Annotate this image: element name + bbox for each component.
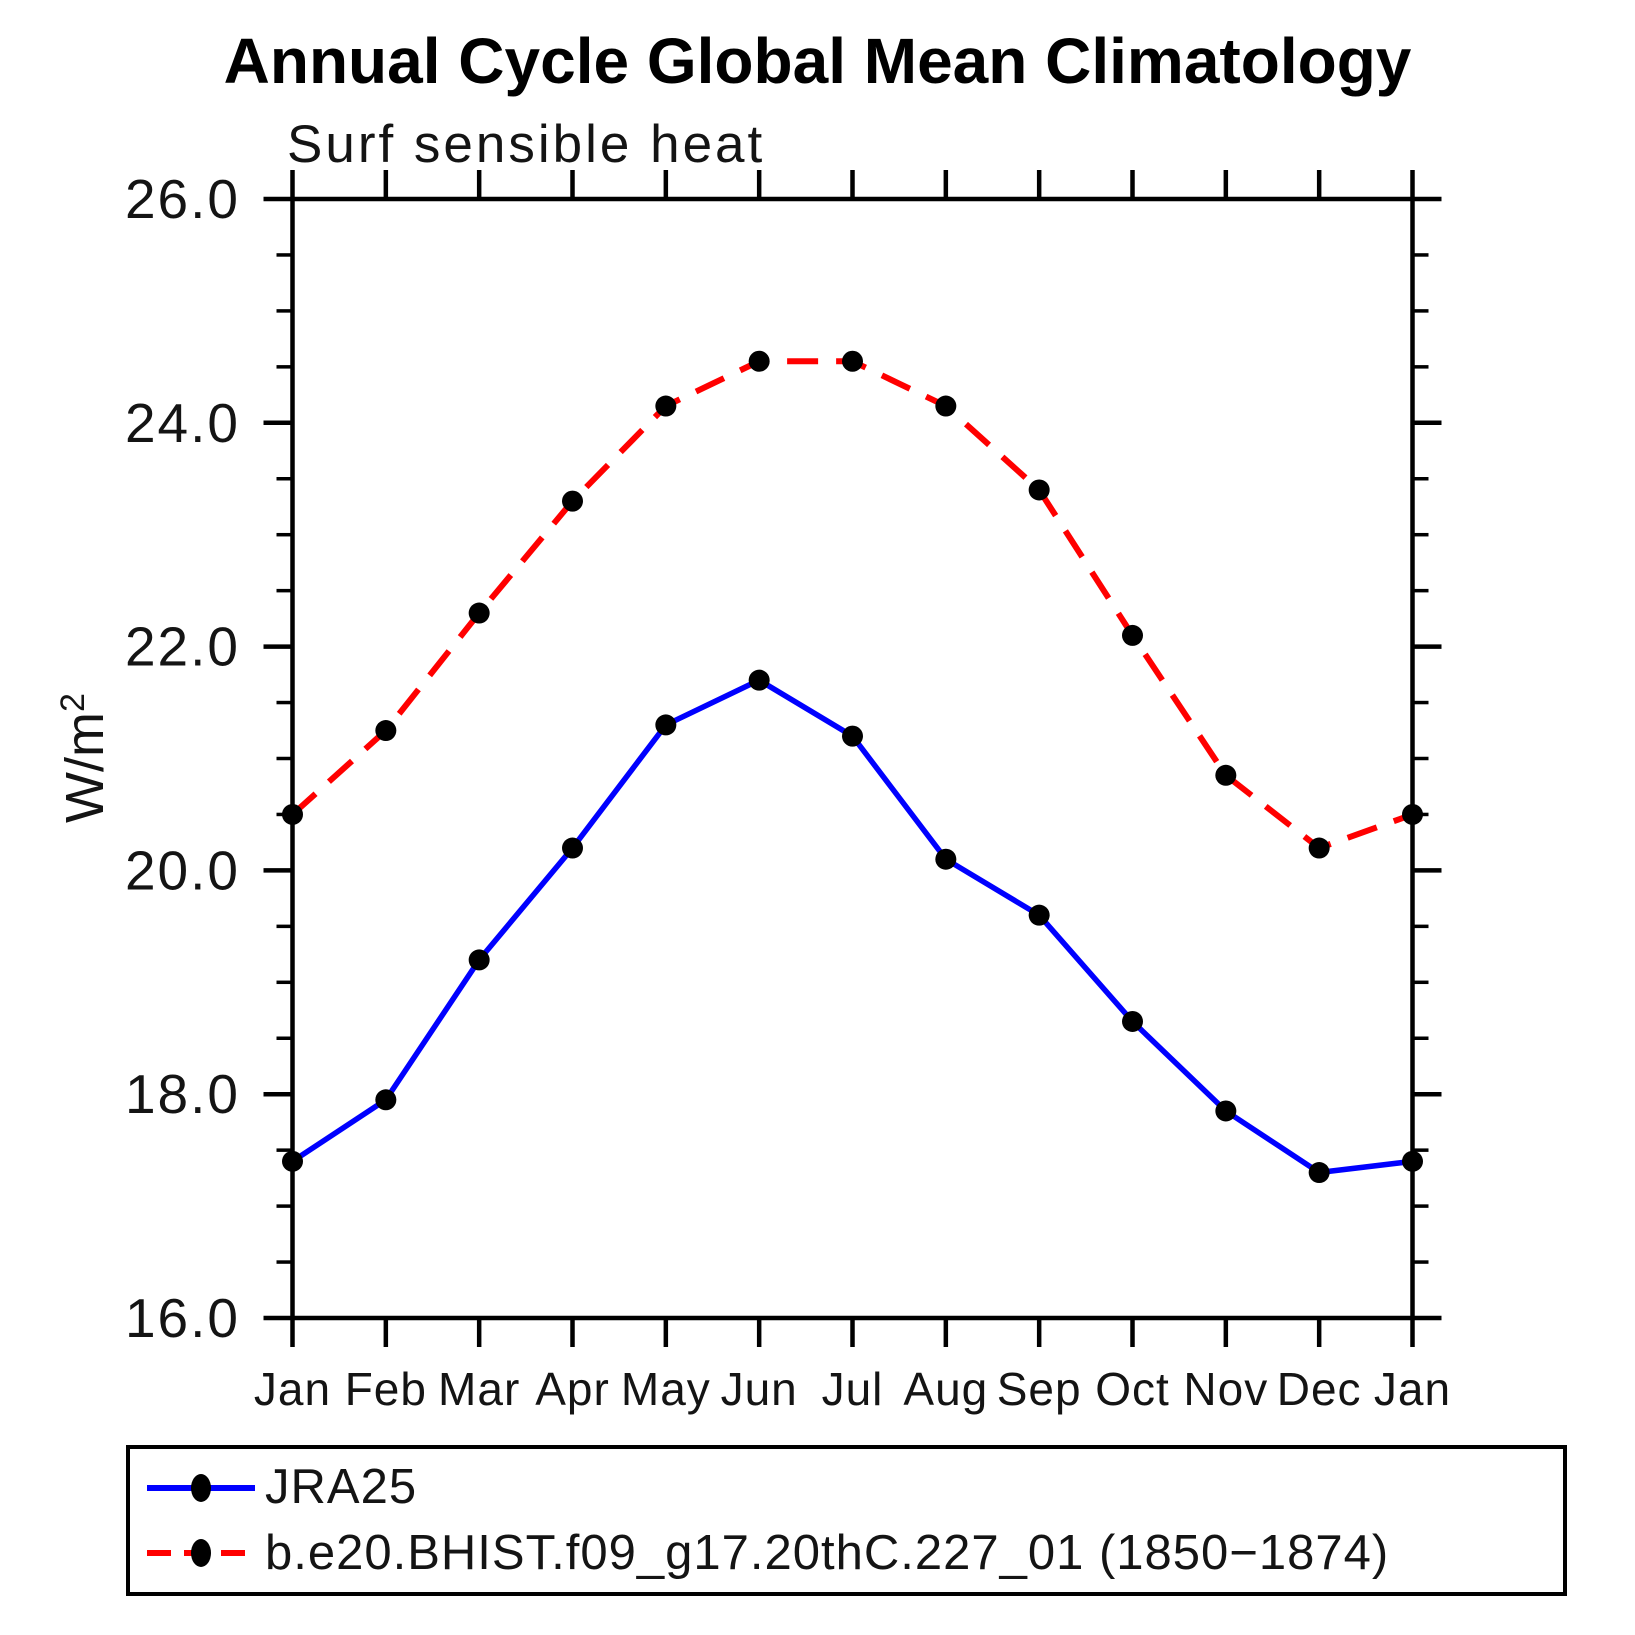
data-point: [1402, 1150, 1423, 1172]
data-point: [1122, 1010, 1143, 1032]
x-axis-ticks: [290, 170, 1415, 1347]
data-point: [468, 602, 490, 624]
series-model: [282, 350, 1423, 859]
data-point: [468, 949, 490, 971]
data-point: [935, 848, 957, 870]
data-point: [562, 490, 583, 512]
x-tick-label: May: [621, 1363, 711, 1415]
data-point: [1122, 624, 1143, 646]
data-point: [1028, 904, 1050, 926]
data-point: [282, 803, 303, 825]
data-point: [655, 714, 677, 736]
y-axis-title-base: W/m: [55, 711, 115, 823]
y-axis-title: W/m2: [54, 693, 116, 823]
data-point: [375, 720, 397, 742]
data-point: [562, 837, 583, 859]
data-point: [748, 669, 770, 691]
data-point: [935, 395, 957, 417]
y-tick-label: 26.0: [125, 168, 240, 230]
legend-swatch-solid-line: [147, 1473, 255, 1502]
data-point: [655, 395, 677, 417]
legend-item-jra25: JRA25: [144, 1463, 1563, 1512]
x-tick-label: Feb: [345, 1363, 427, 1415]
x-tick-label: Sep: [997, 1363, 1082, 1415]
y-tick-label: 22.0: [125, 616, 240, 678]
legend-label-jra25: JRA25: [265, 1460, 418, 1515]
x-tick-label: Aug: [903, 1363, 988, 1415]
data-point: [748, 350, 770, 372]
data-point: [1215, 764, 1237, 786]
legend-swatch-dashed-line: [147, 1539, 255, 1568]
legend-marker-dot: [191, 1539, 211, 1568]
data-point: [375, 1089, 397, 1111]
data-point: [842, 725, 863, 747]
data-point: [282, 1150, 303, 1172]
data-point: [842, 350, 863, 372]
chart-subtitle: Surf sensible heat: [287, 115, 766, 174]
x-tick-label: Mar: [438, 1363, 520, 1415]
data-point: [1028, 479, 1050, 501]
y-tick-label: 18.0: [125, 1063, 240, 1125]
x-tick-label: Oct: [1095, 1363, 1170, 1415]
series-jra25: [282, 669, 1423, 1184]
x-tick-label: Jan: [1374, 1363, 1451, 1415]
series-line: [290, 677, 1413, 1176]
x-tick-label: Jan: [254, 1363, 331, 1415]
x-tick-label: Jun: [721, 1363, 798, 1415]
y-tick-label: 20.0: [125, 839, 240, 901]
x-tick-label: Jul: [822, 1363, 884, 1415]
data-point: [1308, 837, 1330, 859]
legend: JRA25 b.e20.BHIST.f09_g17.20thC.227_01 (…: [126, 1445, 1567, 1596]
x-tick-label: Dec: [1277, 1363, 1362, 1415]
legend-item-model: b.e20.BHIST.f09_g17.20thC.227_01 (1850−1…: [144, 1525, 1563, 1580]
y-axis-ticks: 16.0 18.0 20.0 22.0 24.0 26.0: [125, 168, 1442, 1349]
x-tick-label: Apr: [535, 1363, 610, 1415]
x-axis-labels: Jan Feb Mar Apr May Jun Jul Aug Sep Oct Nov Dec Jan: [254, 1363, 1451, 1415]
data-point: [1308, 1162, 1330, 1184]
x-tick-label: Nov: [1183, 1363, 1268, 1415]
series-line: [290, 358, 1414, 852]
y-axis-title-exponent: 2: [54, 693, 92, 712]
chart-title: Annual Cycle Global Mean Climatology: [223, 25, 1412, 97]
data-point: [1402, 803, 1423, 825]
data-point: [1215, 1100, 1237, 1122]
legend-label-model: b.e20.BHIST.f09_g17.20thC.227_01 (1850−1…: [265, 1525, 1390, 1580]
y-tick-label: 24.0: [125, 392, 240, 454]
legend-marker-dot: [191, 1473, 211, 1502]
y-tick-label: 16.0: [125, 1287, 240, 1349]
